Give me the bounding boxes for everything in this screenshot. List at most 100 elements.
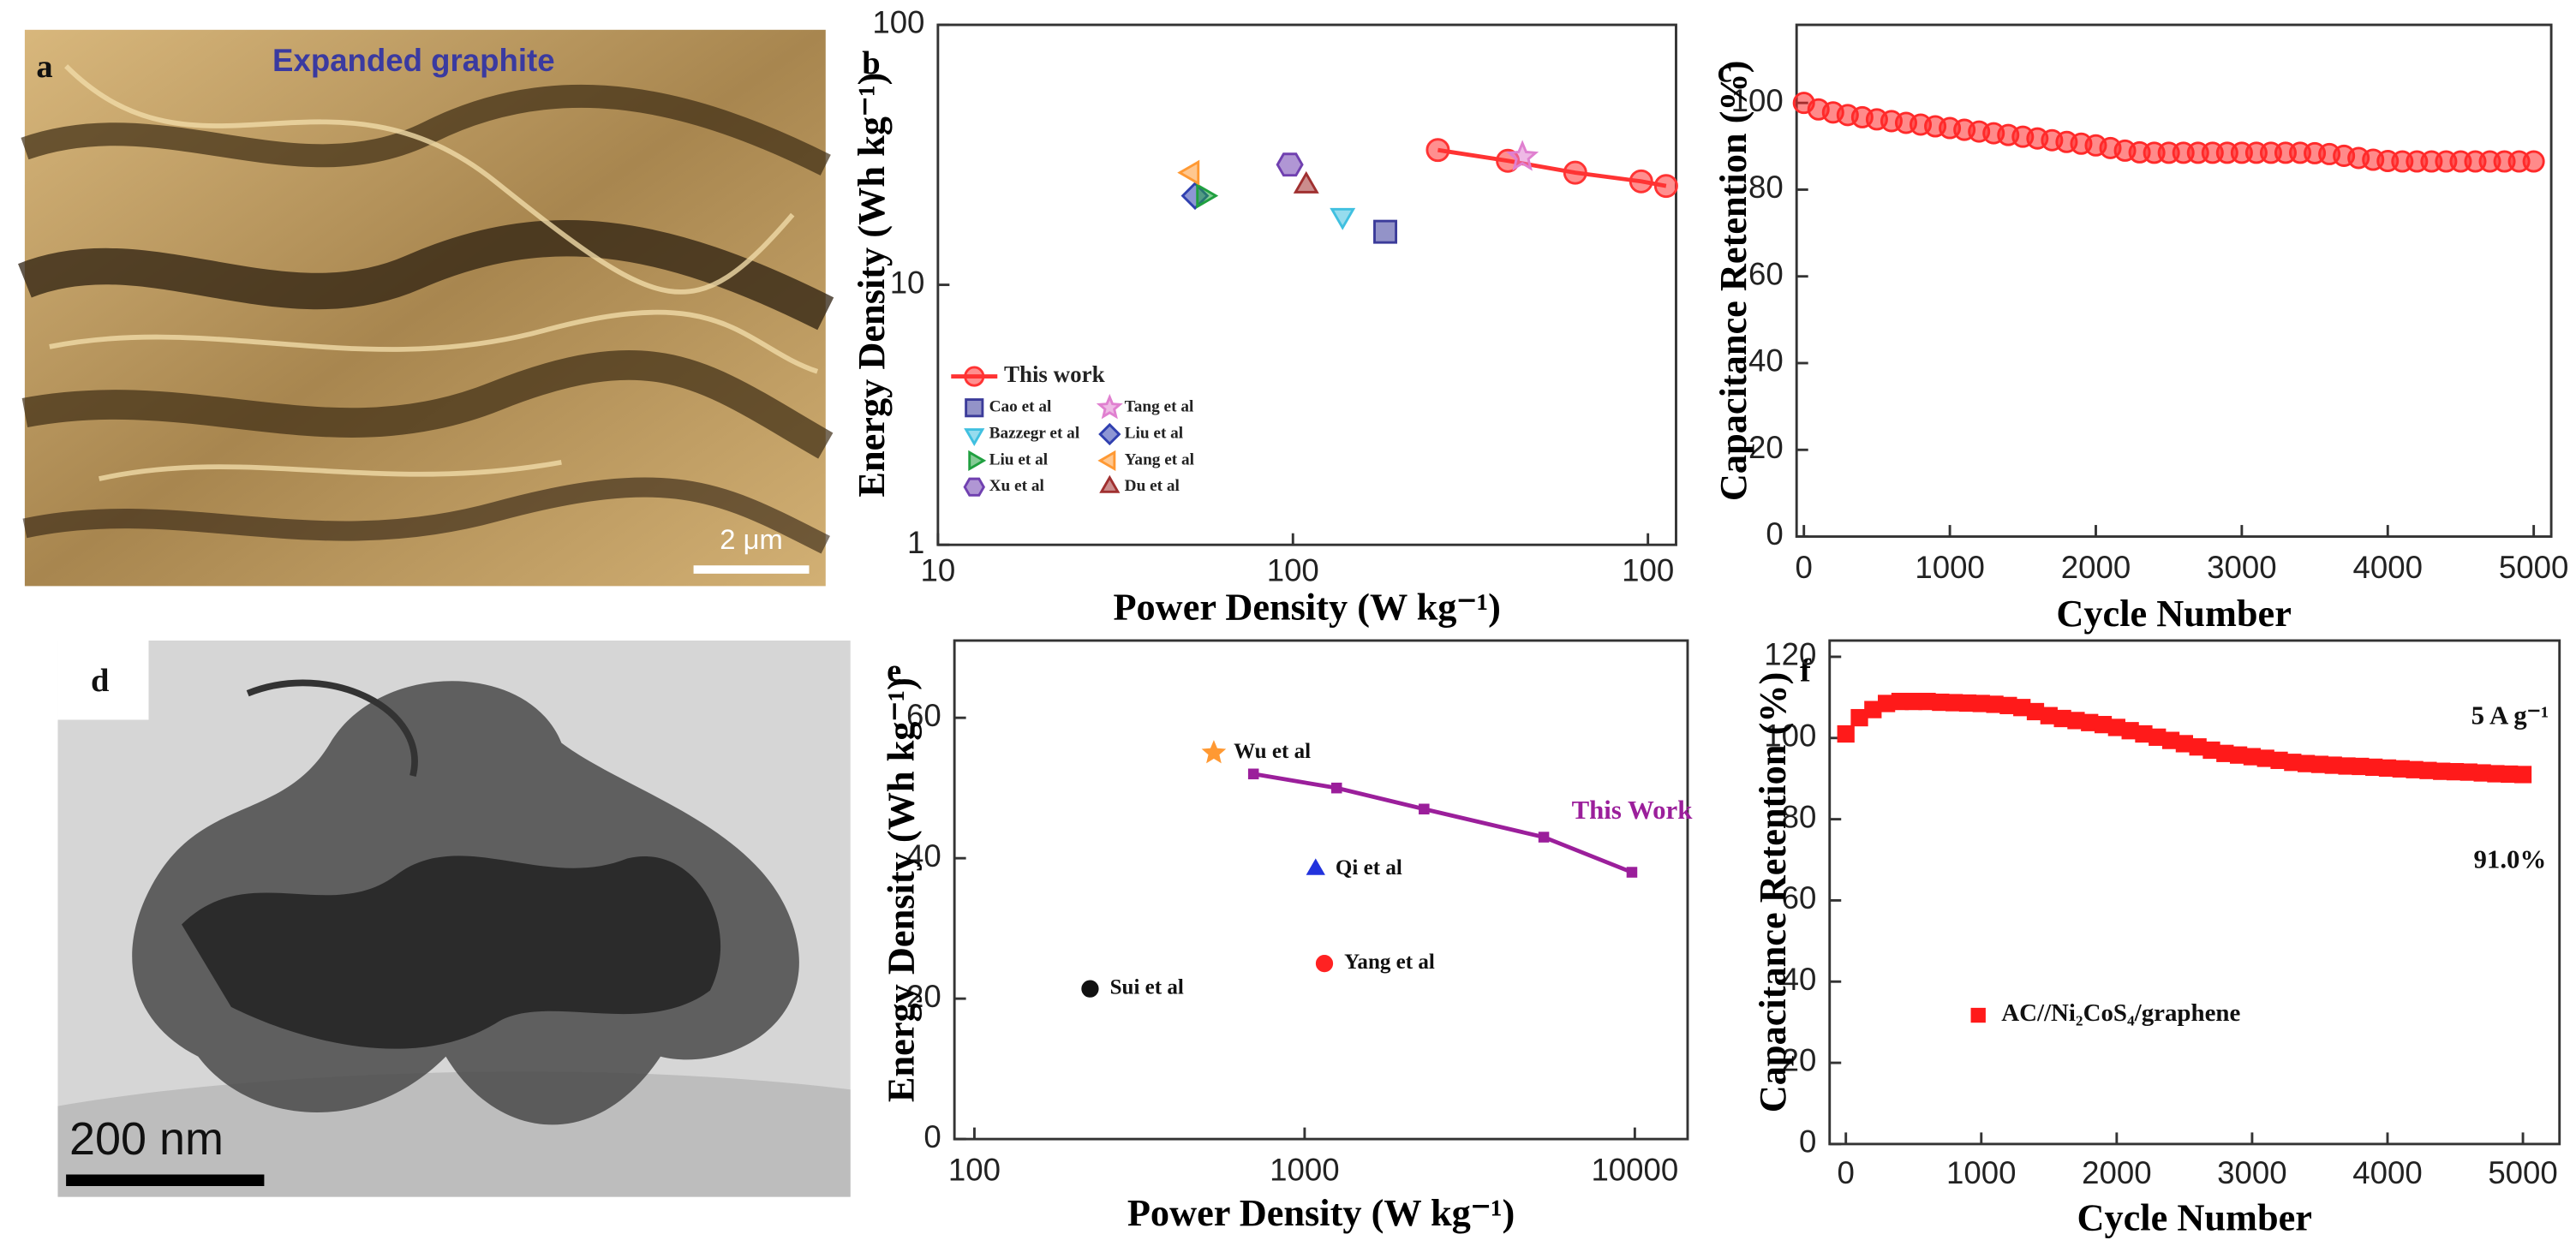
y-tick-label: 100	[1764, 718, 1816, 753]
plot-frame	[1795, 23, 2553, 539]
x-tick-label: 100	[1267, 553, 1319, 588]
texture	[57, 1071, 851, 1197]
marker	[1653, 174, 1678, 199]
x-tick-label: 4000	[2352, 1155, 2422, 1190]
y-tick-label: 40	[1748, 343, 1784, 379]
marker	[1276, 152, 1304, 177]
marker	[965, 398, 984, 418]
marker	[2522, 150, 2545, 173]
x-tick-label: 1000	[1915, 550, 1984, 585]
point-label: Wu et al	[1234, 740, 1311, 763]
x-tick-label: 10000	[1591, 1152, 1678, 1187]
y-tick-label: 20	[1782, 1043, 1817, 1078]
y-tick-label: 40	[906, 838, 941, 873]
x-axis-title: Cycle Number	[2077, 1196, 2312, 1239]
y-tick-label: 80	[1748, 170, 1784, 205]
x-tick-label: 5000	[2499, 550, 2568, 585]
legend-label: Xu et al	[989, 477, 1045, 495]
marker	[1096, 393, 1123, 420]
marker	[1837, 724, 1855, 743]
texture	[49, 309, 819, 374]
y-tick-label: 20	[1748, 430, 1784, 465]
x-tick-label: 100	[1622, 553, 1674, 588]
legend-label: Tang et al	[1125, 398, 1194, 416]
sem-image: a Expanded graphite 2 μm	[18, 29, 834, 587]
scale-label: 200 nm	[69, 1113, 224, 1165]
legend-label: Du et al	[1125, 477, 1180, 495]
marker	[1373, 219, 1398, 244]
marker	[1098, 422, 1121, 446]
y-tick-label: 0	[923, 1119, 941, 1154]
marker	[1177, 159, 1200, 186]
texture	[22, 477, 830, 554]
texture	[182, 856, 721, 1049]
x-tick-label: 0	[1838, 1155, 1855, 1190]
x-axis-title: Power Density (W kg⁻¹)	[1113, 585, 1500, 628]
y-tick-label: 120	[1764, 637, 1816, 672]
marker	[1293, 170, 1319, 194]
x-axis-title: Cycle Number	[2056, 592, 2292, 635]
x-tick-label: 3000	[2217, 1155, 2286, 1190]
y-axis-title: Capacitance Retention (%)	[1712, 60, 1754, 501]
x-axis-title: Power Density (W kg⁻¹)	[1127, 1191, 1515, 1234]
plot-frame	[953, 639, 1689, 1141]
y-tick-label: 1	[907, 525, 924, 560]
marker	[1970, 1007, 1986, 1023]
x-tick-label: 100	[948, 1152, 1001, 1187]
y-tick-label: 10	[890, 265, 925, 300]
annotation: 5 A g⁻¹	[2471, 701, 2549, 730]
marker	[963, 477, 986, 497]
annotation: 91.0%	[2474, 844, 2547, 873]
marker	[1330, 782, 1342, 794]
image-caption: Expanded graphite	[272, 43, 555, 78]
texture	[99, 459, 562, 481]
legend-label: This work	[1004, 361, 1105, 387]
x-tick-label: 10	[920, 553, 955, 588]
panel-label: e	[887, 653, 901, 689]
tem-image: d 200 nm	[57, 640, 851, 1197]
point-label: Sui et al	[1110, 975, 1184, 999]
texture	[246, 679, 418, 777]
marker	[968, 450, 987, 471]
x-tick-label: 0	[1796, 550, 1813, 585]
marker	[1506, 140, 1539, 171]
marker	[1419, 803, 1430, 815]
y-tick-label: 40	[1782, 962, 1817, 997]
y-axis-title: Energy Density (Wh kg⁻¹)	[879, 677, 922, 1102]
y-axis-title: Capacitance Retention (%)	[1751, 672, 1794, 1113]
texture	[21, 350, 834, 459]
legend-label: Liu et al	[989, 450, 1049, 468]
panel-label: b	[862, 45, 880, 81]
marker	[1247, 768, 1259, 780]
label-box	[57, 640, 149, 720]
plot-frame	[936, 23, 1677, 546]
panel-label: d	[91, 663, 109, 699]
point-label: Qi et al	[1336, 856, 1402, 879]
series-label: This Work	[1572, 796, 1694, 825]
marker	[1097, 450, 1116, 471]
marker	[2513, 766, 2532, 784]
point-label: Yang et al	[1344, 951, 1435, 974]
panel-label: a	[36, 49, 52, 85]
marker	[1626, 867, 1638, 878]
marker	[1538, 832, 1550, 843]
legend-label: Bazzegr et al	[989, 424, 1080, 442]
marker	[964, 366, 985, 387]
x-tick-label: 1000	[1270, 1152, 1339, 1187]
y-tick-label: 100	[872, 5, 924, 40]
legend-label: Yang et al	[1125, 450, 1195, 468]
y-tick-label: 0	[1799, 1124, 1816, 1160]
marker	[1315, 955, 1334, 973]
marker	[1196, 182, 1219, 209]
texture	[21, 84, 831, 176]
marker	[1425, 138, 1450, 163]
legend-label: Liu et al	[1125, 424, 1184, 442]
y-axis-title: Energy Density (Wh kg⁻¹)	[850, 73, 893, 498]
marker	[1563, 160, 1587, 185]
texture	[18, 220, 834, 331]
marker	[1330, 207, 1356, 230]
marker	[964, 428, 985, 447]
x-tick-label: 5000	[2488, 1155, 2557, 1190]
